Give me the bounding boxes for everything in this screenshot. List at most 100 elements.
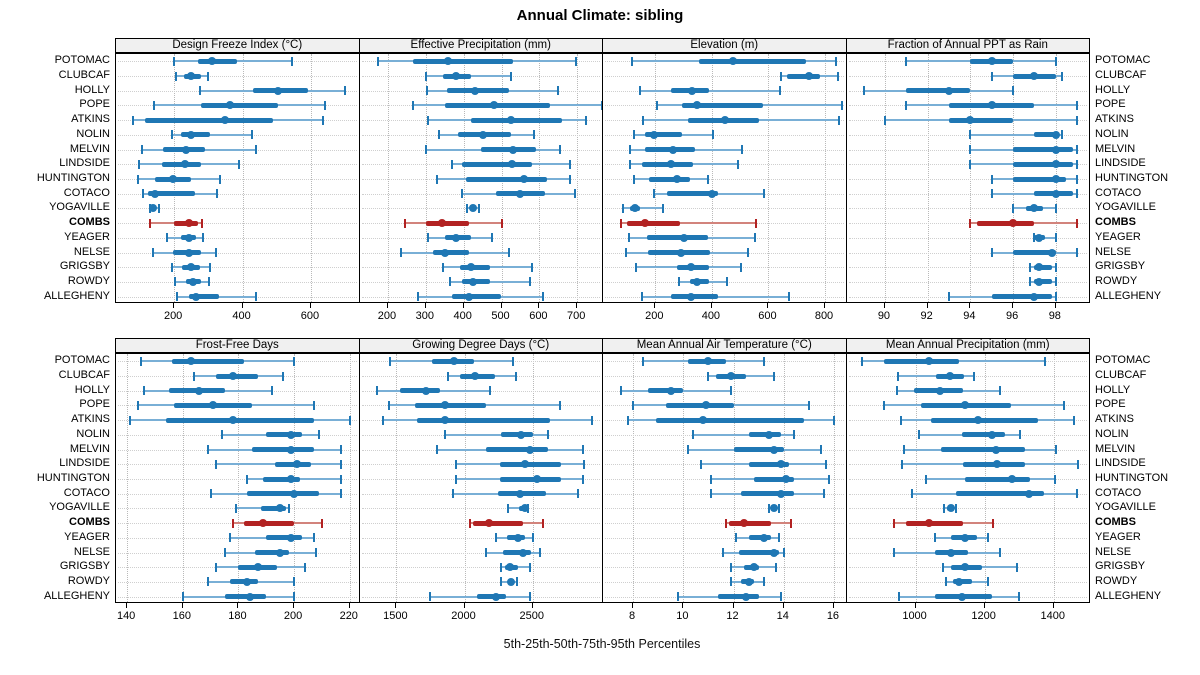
median-dot (508, 145, 517, 154)
station-label-left: COTACO (63, 186, 110, 199)
axis-tick-label: 1400 (1040, 610, 1065, 622)
axis-tick (173, 303, 175, 308)
station-label-left: HOLLY (74, 83, 110, 96)
median-dot (452, 72, 461, 81)
whisker-cap-low (403, 218, 406, 228)
whisker-cap-low (944, 577, 947, 587)
station-label-right: COMBS (1095, 216, 1136, 229)
whisker-cap-low (903, 445, 906, 455)
station-label-right: POPE (1095, 98, 1126, 111)
median-dot (1030, 72, 1039, 81)
row-guide (848, 267, 1087, 269)
panel-gridline (387, 54, 389, 302)
whisker-cap-low (140, 145, 143, 155)
whisker-cap-low (454, 459, 457, 469)
row-guide (848, 164, 1087, 166)
panel (358, 53, 603, 303)
median-dot (470, 372, 479, 381)
whisker-cap-low (128, 415, 131, 425)
row-guide (848, 237, 1087, 239)
whisker-cap-high (491, 233, 494, 243)
whisker-cap-high (987, 533, 990, 543)
median-dot (184, 219, 193, 228)
station-label-right: YOGAVILLE (1095, 501, 1156, 514)
whisker-cap-high (531, 533, 534, 543)
whisker-cap-low (141, 189, 144, 199)
median-dot (1034, 263, 1043, 272)
median-dot (287, 430, 296, 439)
whisker-cap-low (417, 292, 420, 302)
axis-tick (237, 603, 239, 608)
median-dot (744, 577, 753, 586)
median-dot (467, 263, 476, 272)
axis-tick (832, 603, 834, 608)
whisker-cap-high (219, 174, 222, 184)
row-guide (361, 567, 600, 569)
iqr-bar (906, 88, 971, 94)
whisker (898, 375, 975, 378)
whisker-cap-low (451, 159, 454, 169)
iqr-bar (728, 520, 772, 526)
whisker-cap-high (772, 371, 775, 381)
iqr-bar (905, 520, 963, 526)
axis-tick (348, 603, 350, 608)
whisker-cap-high (238, 159, 241, 169)
whisker-cap-low (137, 400, 140, 410)
iqr-bar (499, 476, 561, 482)
station-label-right: LINDSIDE (1095, 157, 1146, 170)
whisker-cap-low (181, 592, 184, 602)
station-label-left: COMBS (69, 516, 110, 529)
panel-axis: 90 92 94 96 98 (846, 303, 1091, 333)
axis-tick-label: 600 (758, 310, 777, 322)
whisker-cap-low (152, 100, 155, 110)
whisker-cap-high (293, 356, 296, 366)
whisker-cap-low (175, 292, 178, 302)
iqr-bar (733, 447, 784, 453)
axis-tick (824, 303, 825, 308)
whisker-cap-low (136, 174, 139, 184)
whisker-cap-high (574, 189, 577, 199)
whisker-cap-high (577, 489, 580, 499)
whisker-cap-high (762, 356, 765, 366)
whisker-cap-high (541, 518, 544, 528)
median-dot (1051, 189, 1060, 198)
iqr-bar (681, 102, 764, 108)
whisker-cap-high (790, 518, 793, 528)
whisker-cap-high (807, 400, 810, 410)
median-dot (686, 292, 695, 301)
whisker-cap-high (477, 203, 480, 213)
whisker-cap-high (323, 100, 326, 110)
panel-strip: Mean Annual Air Temperature (°C) (602, 338, 847, 353)
station-label-left: HUNTINGTON (36, 172, 110, 184)
iqr-bar (1034, 264, 1052, 270)
panel-gridline (396, 354, 398, 602)
whisker (622, 207, 664, 210)
median-dot (274, 86, 283, 95)
iqr-bar (748, 461, 789, 467)
station-label-right: COTACO (1095, 486, 1142, 499)
axis-tick (463, 603, 465, 608)
whisker-cap-high (575, 56, 578, 66)
panel-gridline (633, 354, 635, 602)
iqr-bar (961, 432, 1006, 438)
axis-tick-label: 200 (645, 310, 664, 322)
axis-tick (500, 303, 502, 308)
whisker-cap-low (142, 386, 145, 396)
median-dot (749, 563, 758, 572)
whisker-cap-high (538, 548, 541, 558)
median-dot (1024, 489, 1033, 498)
station-label-right: POTOMAC (1095, 354, 1151, 367)
median-dot (169, 175, 178, 183)
iqr-bar (244, 520, 295, 526)
whisker-cap-low (627, 415, 630, 425)
iqr-bar (741, 491, 794, 497)
median-dot (992, 445, 1001, 454)
median-dot (1030, 292, 1039, 301)
median-dot (438, 219, 447, 228)
whisker-cap-low (725, 518, 727, 528)
station-label-right: YEAGER (1095, 530, 1141, 543)
whisker-cap-low (941, 562, 944, 572)
whisker-cap-low (400, 248, 403, 258)
axis-tick (424, 303, 426, 308)
whisker-cap-high (488, 386, 491, 396)
